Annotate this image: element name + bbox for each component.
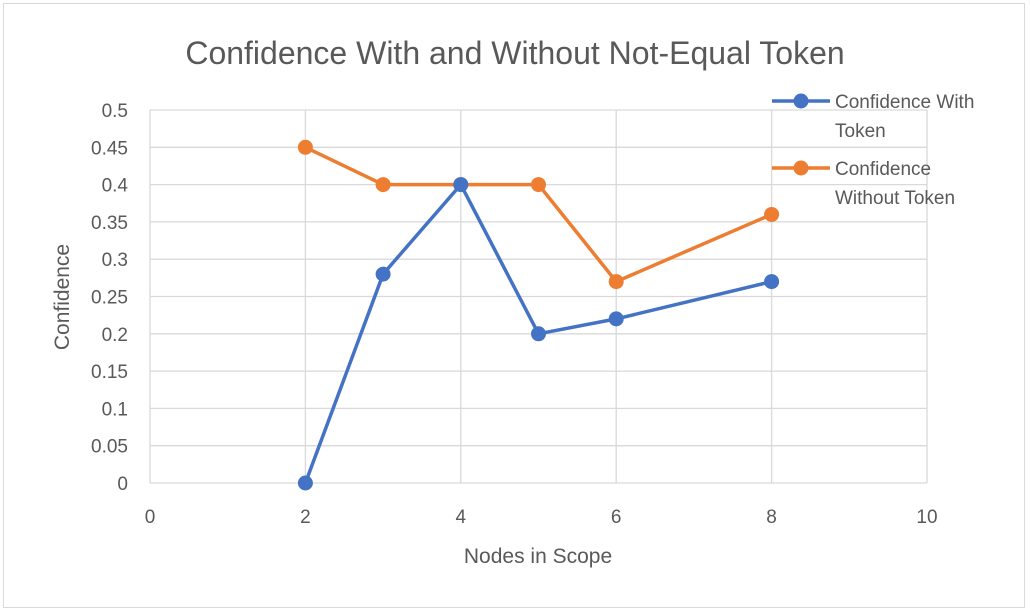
legend-label: Without Token <box>835 188 955 209</box>
data-point <box>531 326 546 342</box>
gridlines <box>149 109 928 484</box>
x-tick-label: 2 <box>300 507 311 528</box>
x-tick-label: 4 <box>456 507 467 528</box>
y-tick-label: 0 <box>117 474 128 495</box>
data-series <box>297 139 780 491</box>
data-point <box>297 475 313 491</box>
x-tick-label: 0 <box>145 507 156 528</box>
y-tick-label: 0.25 <box>91 288 128 309</box>
series-without-token <box>297 139 780 290</box>
y-tick-label: 0.4 <box>102 176 129 197</box>
chart-title: Confidence With and Without Not-Equal To… <box>185 35 844 71</box>
chart-frame <box>3 3 1025 608</box>
y-tick-label: 0.1 <box>102 399 128 420</box>
y-tick-label: 0.15 <box>91 362 128 383</box>
x-tick-label: 8 <box>766 507 777 528</box>
data-point <box>453 177 469 193</box>
legend-marker <box>793 160 809 176</box>
x-tick-label: 10 <box>916 507 937 528</box>
data-point <box>297 139 313 155</box>
data-point <box>764 206 780 222</box>
y-tick-label: 0.35 <box>91 213 128 234</box>
data-point <box>764 274 780 290</box>
legend-entry: Confidence With Token <box>772 92 974 142</box>
y-tick-label: 0.3 <box>102 250 128 271</box>
data-point <box>608 311 624 327</box>
data-point <box>375 177 391 193</box>
series-with-token <box>297 177 780 491</box>
x-axis-title: Nodes in Scope <box>464 545 612 568</box>
y-tick-label: 0.2 <box>102 325 128 346</box>
x-tick-label: 6 <box>611 507 622 528</box>
y-tick-label: 0.05 <box>91 437 128 458</box>
series-line <box>304 145 773 284</box>
data-point <box>375 266 391 282</box>
legend-marker <box>793 93 809 109</box>
legend-entry: Confidence Without Token <box>772 159 955 209</box>
y-tick-label: 0.5 <box>102 101 128 122</box>
tick-labels: 0 0.05 0.1 0.15 0.2 0.25 0.3 0.35 0.4 0.45 0.5 0 2 4 6… <box>91 101 938 528</box>
y-tick-label: 0.45 <box>91 138 128 159</box>
legend-label: Token <box>835 121 886 142</box>
data-point <box>608 274 624 290</box>
y-axis-title: Confidence <box>51 244 74 350</box>
data-point <box>531 177 546 193</box>
series-line <box>303 182 773 484</box>
legend-label: Confidence <box>835 159 931 180</box>
legend: Confidence With Token Confidence Without To… <box>772 92 974 209</box>
legend-label: Confidence With <box>835 92 974 113</box>
